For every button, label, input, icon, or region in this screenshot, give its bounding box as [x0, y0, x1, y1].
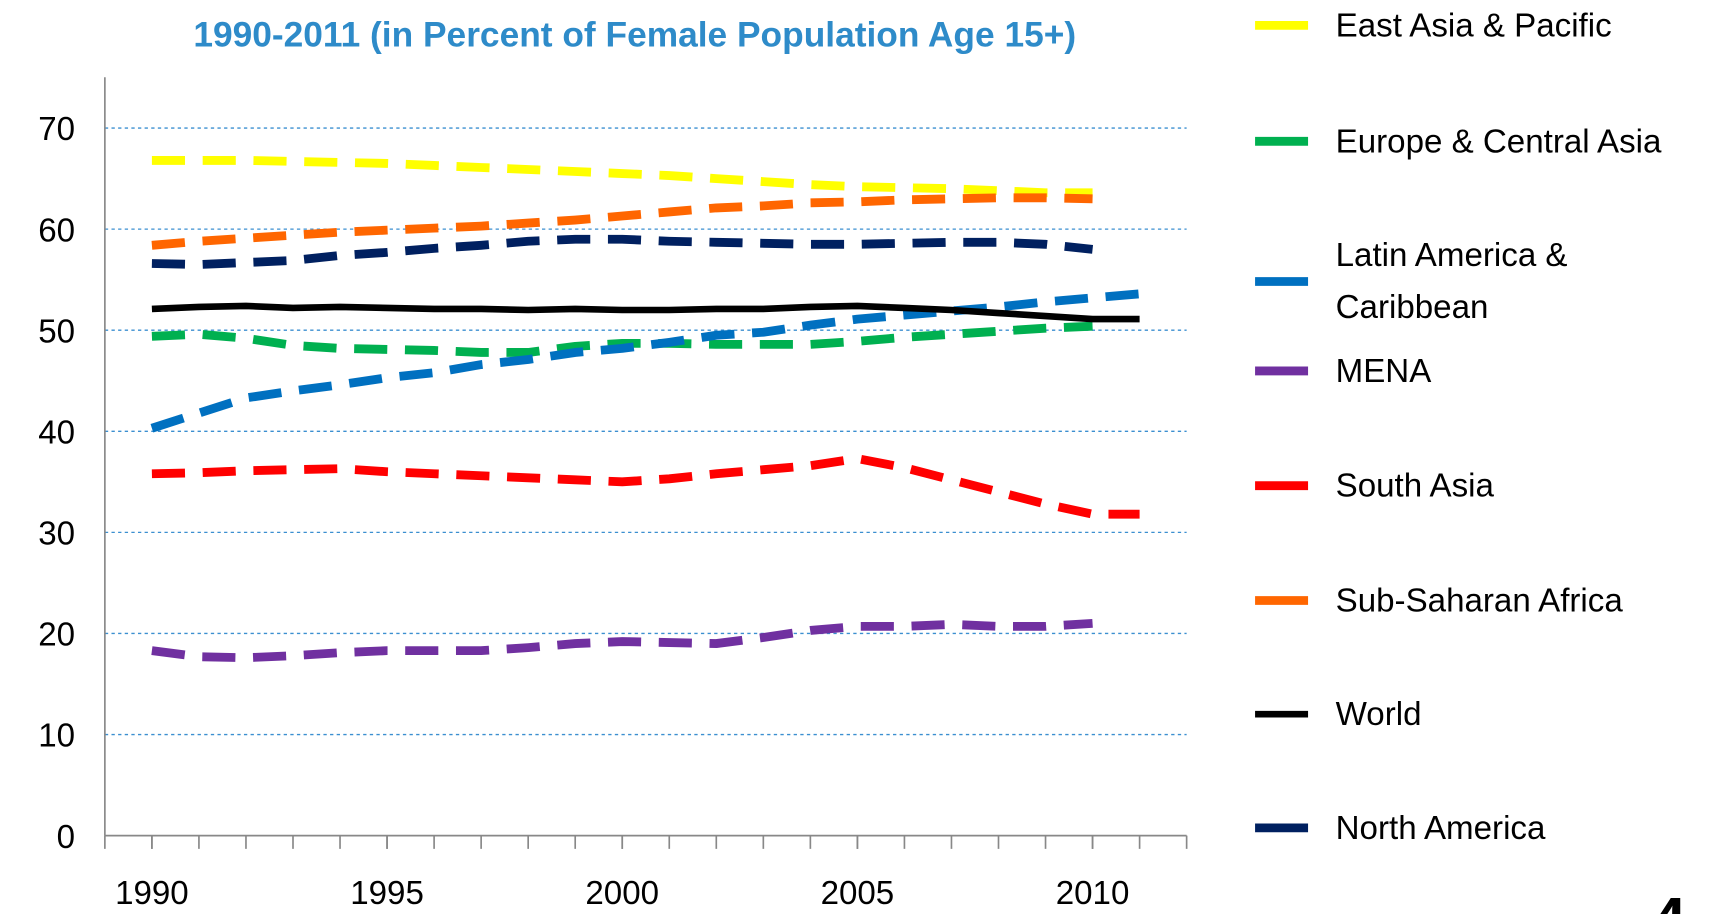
y-tick-label: 70	[38, 111, 75, 148]
series-line	[151, 618, 1093, 663]
legend-label: Sub-Saharan Africa	[1336, 583, 1624, 620]
x-tick-label: 1995	[350, 875, 424, 912]
series-line	[151, 302, 1140, 323]
series-line	[151, 454, 1140, 519]
legend-label: South Asia	[1336, 468, 1495, 505]
x-tick-label: 2000	[585, 875, 659, 912]
x-tick-label: 2005	[821, 875, 895, 912]
x-tick-label: 1990	[115, 875, 189, 912]
y-tick-label: 30	[38, 516, 75, 553]
y-tick-label: 20	[38, 617, 75, 654]
series-line	[151, 234, 1094, 269]
y-tick-label: 0	[57, 819, 75, 856]
legend-label: MENA	[1336, 353, 1433, 390]
legend-label: North America	[1336, 810, 1546, 847]
y-tick-label: 60	[38, 212, 75, 249]
chart-title: 1990-2011 (in Percent of Female Populati…	[193, 15, 1076, 54]
legend-label: East Asia & Pacific	[1336, 7, 1612, 44]
y-tick-label: 40	[38, 414, 75, 451]
x-tick-label: 2010	[1056, 875, 1130, 912]
legend-label: World	[1336, 696, 1422, 733]
y-tick-label: 10	[38, 718, 75, 755]
y-tick-label: 50	[38, 313, 75, 350]
series-line	[151, 321, 1093, 357]
series-line	[151, 193, 1093, 250]
page-number: 4	[1652, 885, 1687, 914]
series-line	[151, 155, 1093, 198]
legend-label: Latin America & Caribbean	[1336, 237, 1568, 326]
legend-label: Europe & Central Asia	[1336, 123, 1662, 160]
